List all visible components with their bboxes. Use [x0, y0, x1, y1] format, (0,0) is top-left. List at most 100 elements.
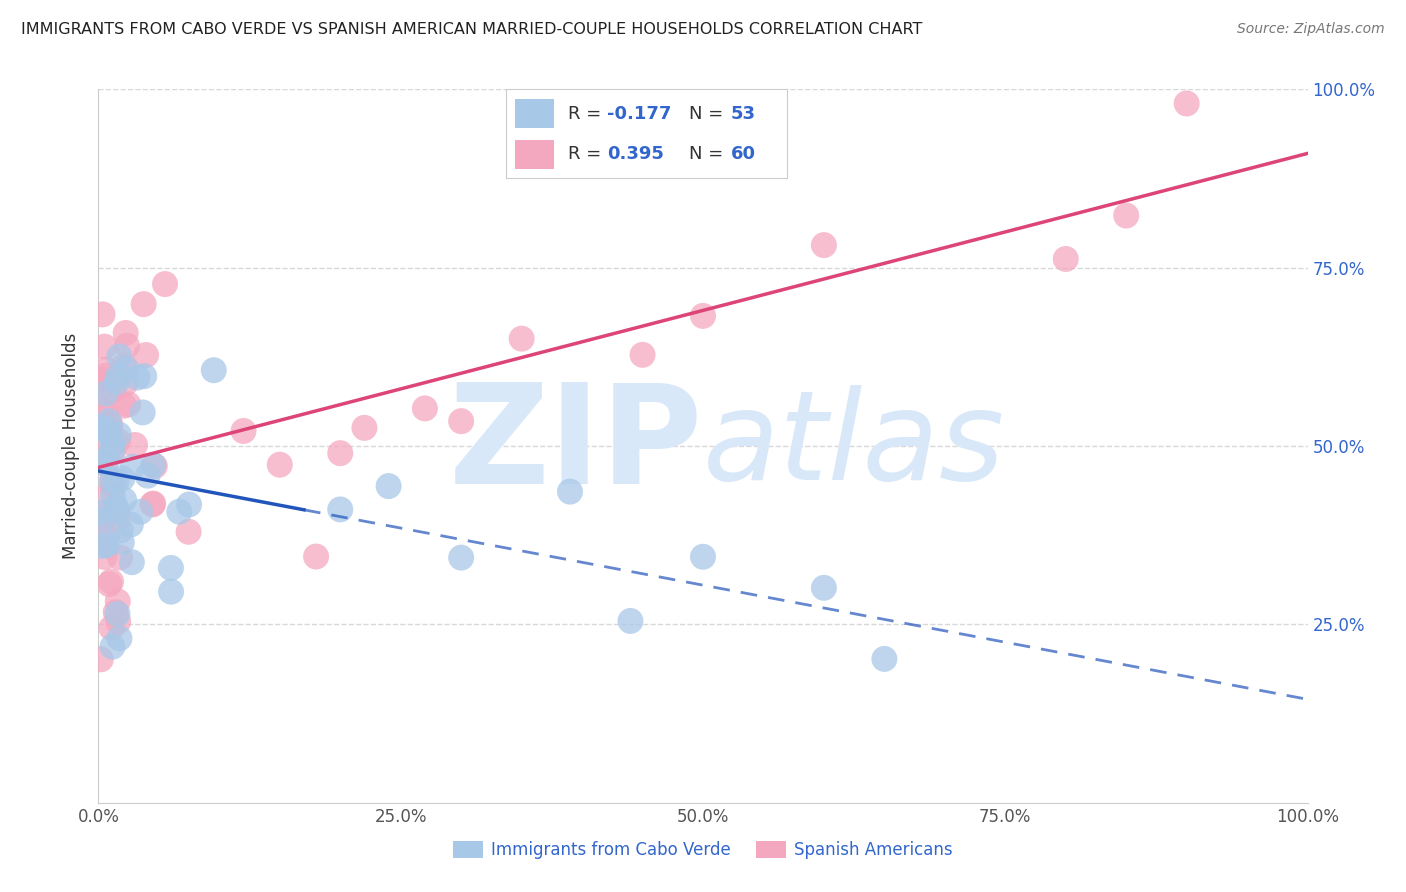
Point	[107, 434, 129, 448]
Text: ZIP: ZIP	[449, 378, 703, 514]
Point	[153, 277, 176, 291]
Point	[96, 530, 118, 544]
Point	[90, 420, 112, 434]
Point	[90, 373, 112, 387]
Point	[105, 474, 128, 488]
Point	[94, 386, 117, 401]
Point	[121, 555, 143, 569]
Point	[101, 384, 124, 398]
Point	[97, 414, 120, 428]
Text: 53: 53	[731, 104, 756, 123]
Point	[353, 421, 375, 435]
Point	[142, 497, 165, 511]
Point	[619, 614, 641, 628]
Point	[873, 652, 896, 666]
Point	[90, 387, 112, 401]
Point	[143, 458, 166, 473]
Point	[108, 350, 131, 364]
Point	[107, 594, 129, 608]
Point	[117, 397, 139, 411]
Point	[90, 514, 112, 528]
Bar	[515, 140, 554, 169]
Point	[450, 414, 472, 428]
Point	[132, 297, 155, 311]
Point	[104, 605, 127, 619]
Point	[692, 309, 714, 323]
Point	[111, 535, 134, 549]
Point	[111, 471, 134, 485]
Point	[202, 363, 225, 377]
Point	[813, 238, 835, 252]
Point	[93, 549, 115, 564]
Point	[329, 446, 352, 460]
Point	[110, 524, 132, 538]
Point	[121, 459, 143, 474]
Point	[120, 517, 142, 532]
Point	[97, 425, 120, 440]
Point	[305, 549, 328, 564]
Point	[101, 480, 124, 494]
Point	[100, 621, 122, 635]
Point	[124, 438, 146, 452]
Point	[96, 368, 118, 383]
Bar	[515, 99, 554, 128]
Point	[107, 513, 129, 527]
Point	[177, 498, 200, 512]
Point	[90, 455, 112, 469]
Point	[98, 427, 121, 442]
Point	[96, 538, 118, 552]
Point	[90, 652, 112, 666]
Point	[558, 484, 581, 499]
Point	[510, 332, 533, 346]
Point	[101, 474, 124, 488]
Point	[692, 549, 714, 564]
Point	[1175, 96, 1198, 111]
Point	[93, 457, 115, 471]
Point	[134, 369, 156, 384]
Point	[98, 416, 121, 430]
Point	[114, 376, 136, 391]
Text: -0.177: -0.177	[607, 104, 672, 123]
Point	[94, 422, 117, 436]
Point	[94, 406, 117, 420]
Point	[141, 498, 163, 512]
Point	[131, 405, 153, 419]
Point	[100, 474, 122, 488]
Point	[101, 443, 124, 458]
Text: R =: R =	[568, 145, 607, 163]
Point	[90, 534, 112, 549]
Point	[269, 458, 291, 472]
Point	[107, 607, 129, 621]
Point	[413, 401, 436, 416]
Point	[90, 506, 112, 520]
Point	[129, 505, 152, 519]
Point	[97, 452, 120, 467]
Point	[104, 500, 127, 514]
Point	[96, 489, 118, 503]
Point	[115, 339, 138, 353]
Point	[98, 420, 121, 434]
Point	[93, 340, 115, 354]
Point	[112, 492, 135, 507]
Point	[103, 436, 125, 450]
Point	[115, 362, 138, 376]
Point	[101, 489, 124, 503]
Point	[91, 307, 114, 321]
Point	[813, 581, 835, 595]
Legend: Immigrants from Cabo Verde, Spanish Americans: Immigrants from Cabo Verde, Spanish Amer…	[446, 834, 960, 866]
Text: atlas: atlas	[703, 385, 1005, 507]
Point	[177, 524, 200, 539]
Point	[101, 640, 124, 654]
Point	[96, 362, 118, 376]
Point	[112, 399, 135, 413]
Point	[631, 348, 654, 362]
Text: 60: 60	[731, 145, 756, 163]
Point	[160, 584, 183, 599]
Text: N =: N =	[689, 104, 728, 123]
Point	[94, 510, 117, 524]
Point	[105, 376, 128, 390]
Point	[114, 326, 136, 340]
Point	[377, 479, 399, 493]
Point	[329, 502, 352, 516]
Point	[232, 424, 254, 438]
